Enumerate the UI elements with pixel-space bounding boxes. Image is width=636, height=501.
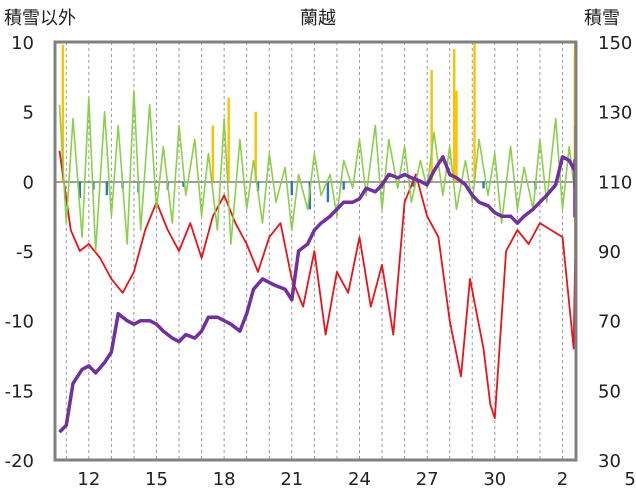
- bar-積雪変化: [182, 181, 185, 187]
- plot-frame: [53, 40, 578, 462]
- bar-積雪変化: [412, 181, 415, 187]
- right-ytick-label: 70: [598, 312, 621, 333]
- left-ytick-label: -15: [5, 381, 34, 402]
- left-ytick-label: -5: [16, 242, 34, 263]
- xtick-label: 30: [483, 469, 506, 490]
- bar-降水量: [455, 90, 458, 182]
- gridlines: [65, 42, 563, 460]
- series-line-風速: [58, 90, 576, 259]
- bar-降水量: [254, 111, 257, 182]
- chart-title: 蘭越: [300, 8, 336, 29]
- bar-積雪変化: [78, 181, 82, 199]
- xtick-label: 5: [624, 469, 635, 490]
- bar-降水量: [227, 97, 230, 182]
- right-ytick-label: 150: [598, 33, 632, 54]
- xtick-label: 12: [77, 469, 100, 490]
- right-ytick-label: 30: [598, 451, 621, 472]
- bar-降水量: [61, 44, 65, 182]
- left-ytick-label: 0: [23, 172, 34, 193]
- left-axis-title: 積雪以外: [4, 8, 76, 29]
- xtick-label: 24: [348, 469, 371, 490]
- series-line-積雪深: [58, 155, 577, 434]
- bar-降水量: [430, 69, 433, 182]
- bar-積雪変化: [326, 181, 330, 203]
- line-series: [58, 90, 577, 434]
- left-ytick-label: 10: [11, 33, 34, 54]
- xtick-label: 15: [145, 469, 168, 490]
- xtick-label: 2: [557, 469, 568, 490]
- bar-降水量: [211, 125, 215, 182]
- bar-積雪変化: [105, 181, 109, 196]
- bar-積雪変化: [290, 181, 294, 196]
- right-ytick-label: 90: [598, 242, 621, 263]
- xtick-label: 18: [213, 469, 236, 490]
- bar-積雪変化: [342, 181, 345, 190]
- right-ytick-label: 110: [598, 172, 632, 193]
- xtick-label: 27: [416, 469, 439, 490]
- bar-降水量: [473, 42, 476, 182]
- left-ytick-label: -20: [5, 451, 34, 472]
- right-axis-title: 積雪: [584, 8, 620, 29]
- right-ytick-label: 50: [598, 381, 621, 402]
- left-ytick-label: -10: [5, 312, 34, 333]
- bar-降水量: [453, 48, 456, 182]
- xtick-label: 21: [280, 469, 303, 490]
- bar-積雪変化: [482, 181, 485, 189]
- right-ytick-label: 130: [598, 103, 632, 124]
- left-ytick-label: 5: [23, 103, 34, 124]
